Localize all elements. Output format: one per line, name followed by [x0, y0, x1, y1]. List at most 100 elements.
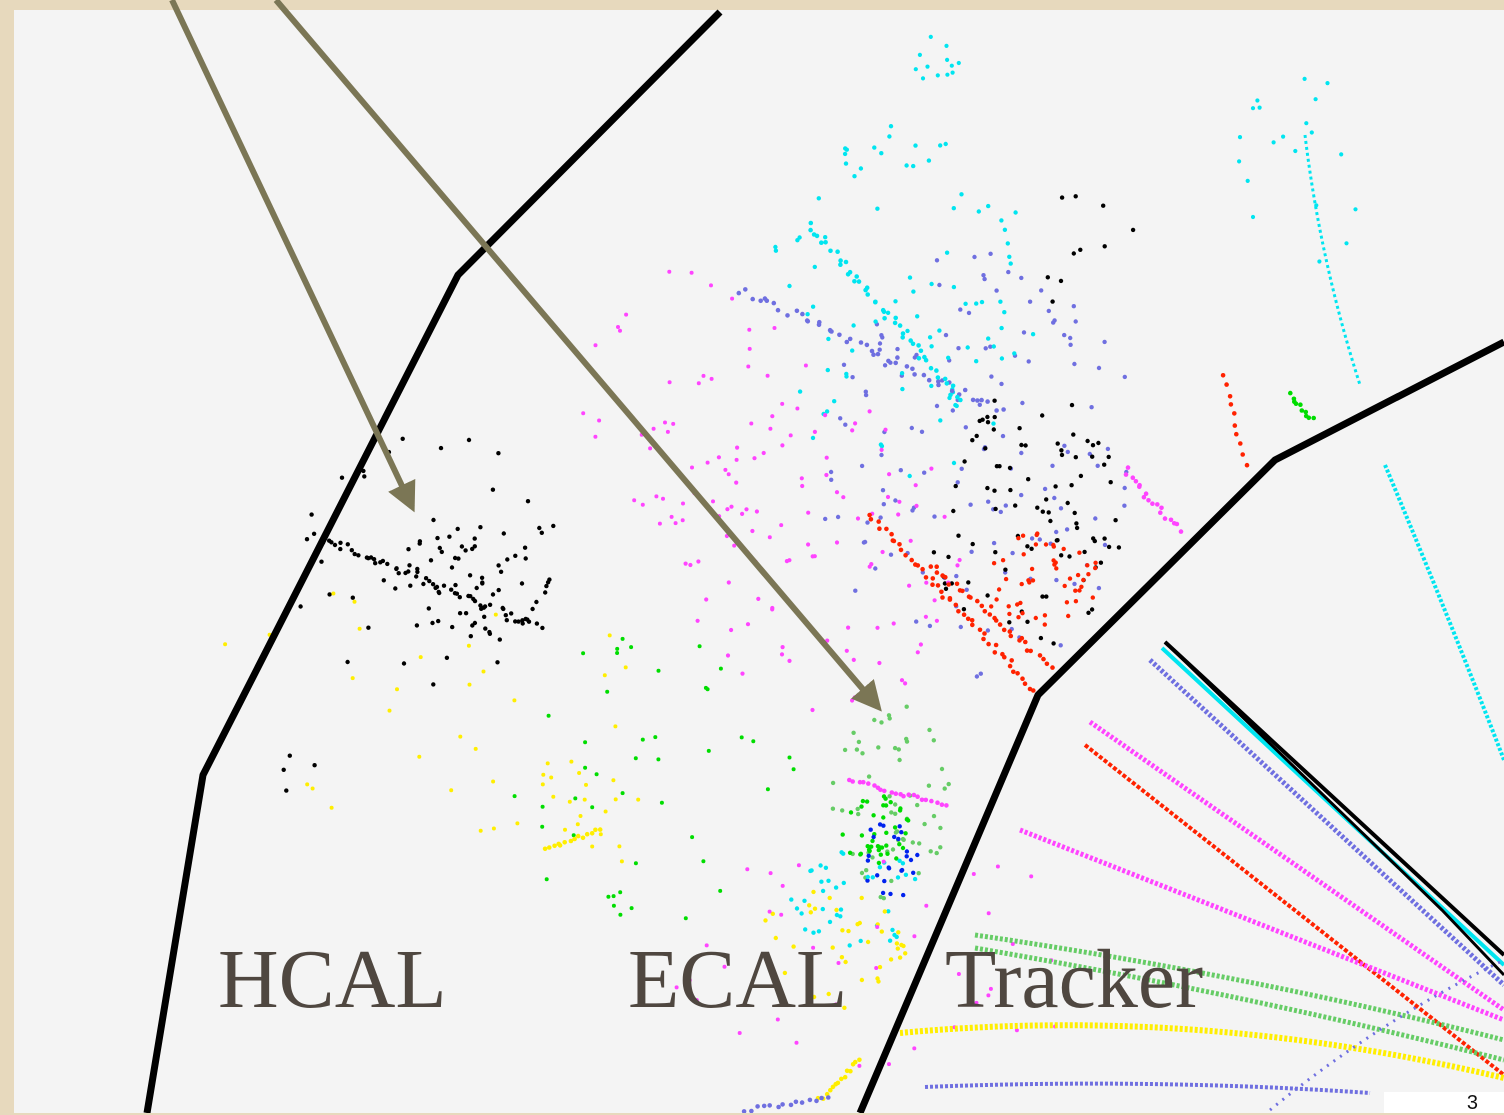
hit-point [1075, 572, 1081, 578]
hit-point [858, 340, 864, 345]
hit-point [955, 394, 960, 400]
hit-point [942, 376, 948, 382]
hit-point [807, 952, 812, 958]
hit-point [1045, 275, 1051, 280]
hit-point [869, 562, 874, 567]
hit-point [923, 357, 929, 363]
hit-point [907, 275, 913, 280]
hit-point [961, 612, 967, 617]
hit-point [802, 898, 807, 903]
hit-point [853, 588, 858, 593]
hit-point [799, 1100, 805, 1105]
hit-point [687, 978, 692, 983]
hit-point [985, 485, 990, 491]
hit-point [911, 163, 916, 169]
hit-point [1033, 542, 1039, 547]
hit-point [904, 736, 909, 742]
hit-point [478, 525, 483, 530]
hit-point [770, 605, 775, 611]
hit-point [820, 906, 825, 912]
hit-point [1052, 318, 1057, 323]
hcal-outer-boundary [143, 9, 723, 1113]
hit-point [843, 959, 848, 965]
hit-point [910, 341, 916, 347]
hit-point [1014, 1028, 1019, 1033]
hit-point [767, 909, 772, 914]
hit-point [749, 421, 754, 426]
hit-point [509, 611, 514, 616]
hit-point [989, 374, 994, 379]
hit-point [879, 333, 884, 338]
hit-point [993, 618, 999, 623]
hit-point [466, 437, 472, 443]
hit-point [819, 1095, 824, 1101]
hit-point [883, 796, 888, 801]
hit-point [895, 346, 900, 352]
hit-point [875, 873, 880, 878]
hit-point [835, 249, 840, 254]
hit-point [912, 372, 917, 377]
hit-point [979, 299, 985, 305]
hit-point [888, 800, 893, 805]
hit-point [926, 783, 932, 788]
hit-point [819, 879, 824, 884]
hit-point [1090, 443, 1096, 448]
hit-point [893, 299, 898, 304]
hit-point [857, 1057, 862, 1063]
hit-point [928, 849, 933, 854]
hit-point [1078, 247, 1083, 252]
arrow-to-hcal-cluster [169, 0, 416, 513]
hit-point [991, 561, 997, 566]
hit-point [896, 747, 901, 752]
hit-point [423, 576, 429, 581]
hit-point [1048, 518, 1053, 524]
hit-point [932, 514, 937, 519]
hit-point [947, 597, 953, 602]
hit-point [877, 341, 883, 346]
hit-point [756, 596, 761, 602]
hit-point [1093, 565, 1098, 571]
tracker-track-red [1083, 743, 1504, 1077]
hit-point [843, 146, 848, 151]
hit-point [847, 943, 852, 948]
hit-point [1011, 669, 1016, 675]
hit-point [893, 802, 898, 807]
hit-point [859, 895, 864, 901]
hit-point [519, 581, 525, 586]
hit-point [1066, 613, 1071, 619]
hit-point [765, 787, 770, 792]
hit-point [864, 799, 870, 804]
hit-point [1065, 449, 1071, 455]
hit-point [1033, 615, 1039, 621]
hit-point [752, 456, 757, 461]
hit-point [816, 929, 822, 934]
hit-point [747, 346, 752, 351]
hit-point [894, 934, 899, 940]
hit-point [1020, 400, 1025, 406]
hit-point [479, 606, 484, 611]
hit-point [512, 794, 517, 799]
hit-point [780, 883, 785, 888]
hit-point [914, 619, 919, 624]
hit-point [899, 867, 905, 873]
hit-point [546, 713, 551, 718]
hit-point [889, 878, 894, 884]
hit-point [453, 582, 458, 588]
hit-point [882, 878, 887, 884]
hit-point [618, 328, 622, 333]
hit-point [978, 671, 983, 676]
hit-point [928, 365, 934, 371]
hit-point [934, 368, 939, 373]
hit-point [618, 890, 623, 895]
hit-point [534, 621, 540, 626]
hit-point [542, 846, 548, 852]
hit-point [1086, 610, 1091, 615]
hit-point [879, 720, 884, 725]
hit-point [875, 925, 880, 929]
hit-point [797, 235, 802, 240]
hit-point [615, 651, 620, 655]
hit-point [479, 575, 485, 580]
hit-point [888, 124, 894, 129]
hit-point [946, 582, 951, 587]
hit-point [880, 488, 886, 493]
